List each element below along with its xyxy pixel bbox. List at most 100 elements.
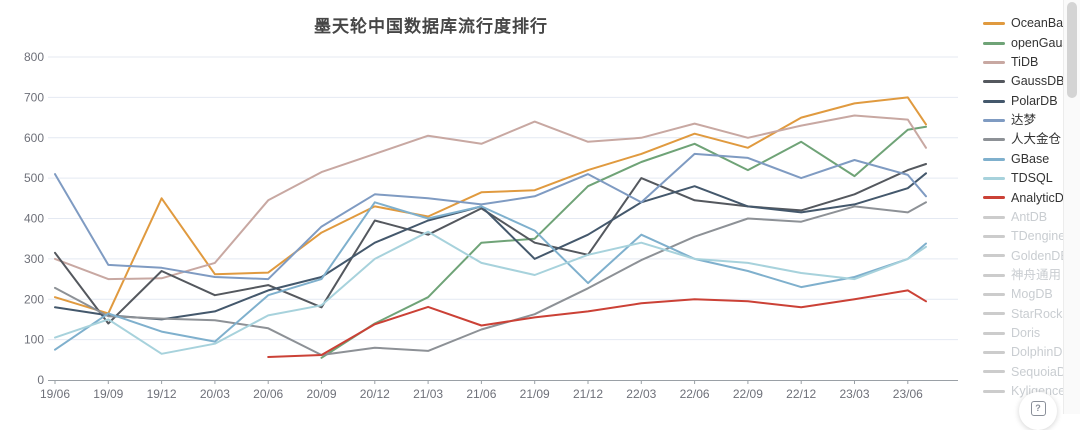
series-line-AnalyticDB[interactable] xyxy=(267,289,927,358)
x-axis-label: 20/09 xyxy=(306,387,336,401)
legend-item-AntDB[interactable]: AntDB xyxy=(983,207,1075,226)
y-axis-label: 800 xyxy=(24,50,44,64)
chart-page: 墨天轮中国数据库流行度排行 0 100 200 300 400 500 600 700 800 1… xyxy=(0,0,1080,416)
legend-label: 达梦 xyxy=(1011,113,1037,128)
legend-item-MogDB[interactable]: MogDB xyxy=(983,285,1075,304)
chart-title: 墨天轮中国数据库流行度排行 xyxy=(314,17,548,36)
legend-swatch xyxy=(983,351,1005,355)
legend-label: openGauss xyxy=(1011,35,1075,50)
legend-item-DolphinDB[interactable]: DolphinDB xyxy=(983,343,1075,362)
legend-item-TDengine[interactable]: TDengine xyxy=(983,227,1075,246)
x-axis-label: 20/12 xyxy=(360,387,390,401)
series-line-TDSQL[interactable] xyxy=(54,230,927,355)
y-axis-label: 200 xyxy=(24,292,44,306)
x-axis-label: 20/03 xyxy=(200,387,230,401)
x-axis-label: 19/12 xyxy=(147,387,177,401)
line-chart-plot[interactable]: 0 100 200 300 400 500 600 700 800 19/06 19/09 19/12… xyxy=(0,0,1080,414)
legend-item-神舟通用[interactable]: 神舟通用 xyxy=(983,265,1075,284)
legend-swatch xyxy=(983,22,1005,26)
y-axis-label: 300 xyxy=(24,252,44,266)
x-axis-label: 21/09 xyxy=(520,387,550,401)
y-axis-label: 500 xyxy=(24,171,44,185)
x-axis-label: 22/06 xyxy=(680,387,710,401)
legend-item-GBase[interactable]: GBase xyxy=(983,149,1075,168)
legend-label: AntDB xyxy=(1011,209,1048,224)
legend-item-AnalyticDB[interactable]: AnalyticDB xyxy=(983,188,1075,207)
y-axis-label: 0 xyxy=(37,373,44,387)
legend-swatch xyxy=(983,99,1005,103)
legend-item-OceanBase[interactable]: OceanBase xyxy=(983,14,1077,33)
legend-item-Doris[interactable]: Doris xyxy=(983,324,1075,343)
scrollbar-thumb[interactable] xyxy=(1067,2,1077,98)
series-line-TiDB[interactable] xyxy=(54,114,927,281)
legend-swatch xyxy=(983,292,1005,296)
legend-item-人大金仓[interactable]: 人大金仓 xyxy=(983,130,1075,149)
legend-label: StarRocks xyxy=(1011,306,1069,321)
legend-swatch xyxy=(983,118,1005,122)
help-button[interactable]: ? xyxy=(1019,392,1057,430)
x-axis-label: 23/06 xyxy=(893,387,923,401)
scrollbar-track[interactable] xyxy=(1063,0,1080,414)
legend-item-StarRocks[interactable]: StarRocks xyxy=(983,304,1075,323)
legend-swatch xyxy=(983,312,1005,316)
x-axis-label: 19/09 xyxy=(93,387,123,401)
y-axis-label: 700 xyxy=(24,90,44,104)
legend-label: PolarDB xyxy=(1011,93,1058,108)
legend-label: SequoiaDB xyxy=(1011,364,1075,379)
legend-label: AnalyticDB xyxy=(1011,190,1073,205)
legend-item-SequoiaDB[interactable]: SequoiaDB xyxy=(983,362,1075,381)
legend-swatch xyxy=(983,234,1005,238)
x-axis-label: 23/03 xyxy=(839,387,869,401)
series-line-PolarDB[interactable] xyxy=(54,172,927,321)
legend-swatch xyxy=(983,254,1005,258)
legend-label: GBase xyxy=(1011,151,1050,166)
legend-item-GaussDB[interactable]: GaussDB xyxy=(983,72,1075,91)
y-axis-label: 400 xyxy=(24,212,44,226)
legend-swatch xyxy=(983,138,1005,142)
series-line-OceanBase[interactable] xyxy=(54,96,927,315)
legend-swatch xyxy=(983,80,1005,84)
legend-label: 神舟通用 xyxy=(1011,267,1062,282)
legend-label: Kyligence xyxy=(1011,383,1066,398)
x-axis-label: 20/06 xyxy=(253,387,283,401)
legend-item-Kyligence[interactable]: Kyligence xyxy=(983,382,1075,401)
legend-swatch xyxy=(983,273,1005,277)
legend-item-GoldenDB[interactable]: GoldenDB xyxy=(983,246,1075,265)
legend-swatch xyxy=(983,196,1005,200)
legend-item-达梦[interactable]: 达梦 xyxy=(983,111,1075,130)
legend-label: GoldenDB xyxy=(1011,248,1069,263)
y-axis-label: 100 xyxy=(24,333,44,347)
legend-swatch xyxy=(983,215,1005,219)
series-line-达梦[interactable] xyxy=(54,152,927,281)
legend-label: TDengine xyxy=(1011,229,1066,244)
legend-label: 人大金仓 xyxy=(1011,132,1062,147)
legend-label: GaussDB xyxy=(1011,74,1065,89)
legend-swatch xyxy=(983,370,1005,374)
x-axis-label: 22/03 xyxy=(626,387,656,401)
legend-label: OceanBase xyxy=(1011,16,1077,31)
legend-label: MogDB xyxy=(1011,287,1053,302)
x-axis-label: 21/03 xyxy=(413,387,443,401)
legend-swatch xyxy=(983,60,1005,64)
legend-label: Doris xyxy=(1011,325,1041,340)
x-axis-label: 21/06 xyxy=(466,387,496,401)
x-axis-label: 22/09 xyxy=(733,387,763,401)
series-line-GaussDB[interactable] xyxy=(54,163,927,325)
legend-item-openGauss[interactable]: openGauss xyxy=(983,33,1075,52)
legend-swatch xyxy=(983,157,1005,161)
y-axis-label: 600 xyxy=(24,131,44,145)
legend-label: DolphinDB xyxy=(1011,345,1071,360)
legend-item-TDSQL[interactable]: TDSQL xyxy=(983,169,1075,188)
legend-swatch xyxy=(983,389,1005,393)
legend-swatch xyxy=(983,331,1005,335)
series-line-GBase[interactable] xyxy=(54,201,927,351)
x-axis-label: 22/12 xyxy=(786,387,816,401)
legend-item-PolarDB[interactable]: PolarDB xyxy=(983,91,1075,110)
series-line-人大金仓[interactable] xyxy=(54,201,927,356)
legend: OceanBase openGauss TiDB GaussDB PolarDB 达梦人大… xyxy=(983,14,1077,401)
x-axis-label: 19/06 xyxy=(40,387,70,401)
series-line-openGauss[interactable] xyxy=(320,125,927,359)
legend-swatch xyxy=(983,41,1005,45)
help-icon: ? xyxy=(1030,400,1046,416)
legend-item-TiDB[interactable]: TiDB xyxy=(983,53,1075,72)
